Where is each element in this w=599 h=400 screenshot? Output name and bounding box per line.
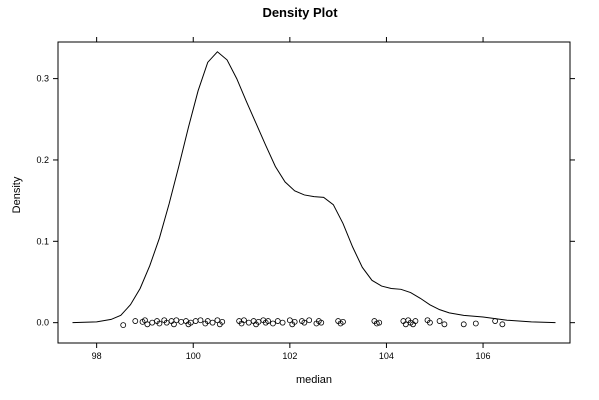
rug-point xyxy=(318,319,325,326)
density-curve xyxy=(72,51,556,324)
rug-point xyxy=(340,318,346,325)
rug-point xyxy=(197,317,204,324)
x-axis-label: median xyxy=(296,374,332,386)
rug-point xyxy=(427,319,433,326)
rug-points xyxy=(120,317,506,329)
rug-point xyxy=(156,320,163,327)
x-tick-label: 106 xyxy=(476,351,491,361)
rug-point xyxy=(460,321,467,328)
rug-point xyxy=(192,318,199,324)
rug-point xyxy=(120,322,127,329)
x-tick-label: 98 xyxy=(92,351,102,361)
rug-point xyxy=(149,319,156,326)
axis-ticks xyxy=(53,37,575,348)
rug-point xyxy=(436,318,443,324)
chart-title: Density Plot xyxy=(262,5,338,20)
rug-point xyxy=(132,318,139,324)
y-tick-label: 0.0 xyxy=(36,318,49,328)
rug-point xyxy=(306,317,313,324)
rug-point xyxy=(376,319,383,326)
axis-tick-labels: 98 100 102 104 106 0.0 0.1 0.2 0.3 xyxy=(36,74,490,361)
rug-point xyxy=(492,318,499,324)
rug-point xyxy=(274,318,281,324)
rug-point xyxy=(412,318,419,324)
rug-point xyxy=(209,319,216,326)
rug-point xyxy=(144,321,151,328)
rug-point xyxy=(373,320,380,327)
y-tick-label: 0.1 xyxy=(36,236,49,246)
rug-point xyxy=(301,319,308,326)
y-tick-label: 0.2 xyxy=(36,155,49,165)
rug-point xyxy=(265,318,272,324)
y-axis-label: Density xyxy=(11,176,23,213)
rug-point xyxy=(441,321,448,328)
rug-point xyxy=(173,317,180,324)
rug-point xyxy=(279,319,286,326)
x-tick-label: 102 xyxy=(282,351,297,361)
rug-point xyxy=(472,320,479,327)
rug-point xyxy=(178,318,185,325)
rug-point xyxy=(270,320,276,327)
rug-point xyxy=(499,321,506,328)
rug-point xyxy=(291,318,298,325)
rug-point xyxy=(241,317,247,324)
plot-frame xyxy=(57,41,571,344)
rug-point xyxy=(219,318,226,325)
y-tick-label: 0.3 xyxy=(36,74,49,84)
rug-point xyxy=(245,319,252,326)
x-tick-label: 100 xyxy=(186,351,201,361)
x-tick-label: 104 xyxy=(379,351,394,361)
